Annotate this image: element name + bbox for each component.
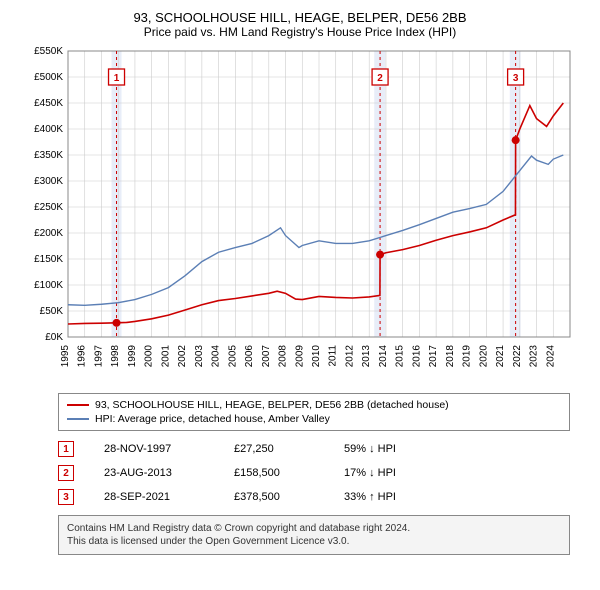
chart-area: £0K £50K £100K £150K £200K £250K £300K £350K £40…: [20, 45, 580, 385]
marker-price: £378,500: [234, 491, 314, 503]
marker-delta: 33% ↑ HPI: [344, 491, 444, 503]
legend-item: 93, SCHOOLHOUSE HILL, HEAGE, BELPER, DE5…: [67, 398, 561, 412]
svg-text:2020: 2020: [478, 345, 489, 368]
marker-date: 28-SEP-2021: [104, 491, 204, 503]
svg-text:2007: 2007: [261, 345, 272, 368]
svg-text:2004: 2004: [211, 345, 222, 368]
svg-text:2012: 2012: [344, 345, 355, 368]
svg-text:1: 1: [114, 73, 120, 84]
svg-text:£350K: £350K: [34, 150, 63, 161]
svg-text:2009: 2009: [294, 345, 305, 368]
svg-text:£550K: £550K: [34, 46, 63, 57]
attribution-line1: Contains HM Land Registry data © Crown c…: [67, 522, 561, 535]
svg-text:2018: 2018: [445, 345, 456, 368]
svg-text:£150K: £150K: [34, 254, 63, 265]
svg-text:2017: 2017: [428, 345, 439, 368]
attribution: Contains HM Land Registry data © Crown c…: [58, 515, 570, 555]
svg-text:2006: 2006: [244, 345, 255, 368]
svg-text:2015: 2015: [395, 345, 406, 368]
svg-text:£300K: £300K: [34, 176, 63, 187]
chart-subtitle: Price paid vs. HM Land Registry's House …: [10, 25, 590, 39]
marker-delta: 17% ↓ HPI: [344, 467, 444, 479]
marker-badge: 2: [58, 465, 74, 481]
svg-text:£500K: £500K: [34, 72, 63, 83]
legend-item: HPI: Average price, detached house, Ambe…: [67, 412, 561, 426]
svg-text:2022: 2022: [512, 345, 523, 368]
marker-price: £158,500: [234, 467, 314, 479]
svg-text:2021: 2021: [495, 345, 506, 368]
svg-text:1996: 1996: [77, 345, 88, 368]
legend-label: 93, SCHOOLHOUSE HILL, HEAGE, BELPER, DE5…: [95, 399, 449, 411]
marker-badge: 3: [58, 489, 74, 505]
marker-row: 1 28-NOV-1997 £27,250 59% ↓ HPI: [58, 437, 570, 461]
legend-swatch: [67, 404, 89, 406]
svg-text:2014: 2014: [378, 345, 389, 368]
svg-text:2019: 2019: [462, 345, 473, 368]
svg-text:1999: 1999: [127, 345, 138, 368]
svg-text:2013: 2013: [361, 345, 372, 368]
marker-row: 2 23-AUG-2013 £158,500 17% ↓ HPI: [58, 461, 570, 485]
marker-delta: 59% ↓ HPI: [344, 443, 444, 455]
svg-text:2001: 2001: [160, 345, 171, 368]
marker-row: 3 28-SEP-2021 £378,500 33% ↑ HPI: [58, 485, 570, 509]
svg-text:2008: 2008: [278, 345, 289, 368]
svg-text:£250K: £250K: [34, 202, 63, 213]
svg-text:2000: 2000: [144, 345, 155, 368]
chart-svg: £0K £50K £100K £150K £200K £250K £300K £350K £40…: [20, 45, 580, 385]
svg-text:2011: 2011: [328, 345, 339, 367]
svg-text:£200K: £200K: [34, 228, 63, 239]
svg-text:£0K: £0K: [45, 332, 63, 343]
attribution-line2: This data is licensed under the Open Gov…: [67, 535, 561, 548]
svg-text:2002: 2002: [177, 345, 188, 368]
svg-text:1998: 1998: [110, 345, 121, 368]
svg-text:£450K: £450K: [34, 98, 63, 109]
svg-text:£400K: £400K: [34, 124, 63, 135]
marker-price: £27,250: [234, 443, 314, 455]
chart-container: 93, SCHOOLHOUSE HILL, HEAGE, BELPER, DE5…: [10, 10, 590, 555]
svg-text:2016: 2016: [411, 345, 422, 368]
chart-title: 93, SCHOOLHOUSE HILL, HEAGE, BELPER, DE5…: [10, 10, 590, 25]
marker-date: 23-AUG-2013: [104, 467, 204, 479]
legend: 93, SCHOOLHOUSE HILL, HEAGE, BELPER, DE5…: [58, 393, 570, 431]
svg-text:£100K: £100K: [34, 280, 63, 291]
svg-text:1997: 1997: [93, 345, 104, 368]
legend-label: HPI: Average price, detached house, Ambe…: [95, 413, 330, 425]
svg-text:2005: 2005: [227, 345, 238, 368]
svg-text:2010: 2010: [311, 345, 322, 368]
marker-date: 28-NOV-1997: [104, 443, 204, 455]
svg-text:2003: 2003: [194, 345, 205, 368]
svg-text:3: 3: [513, 73, 519, 84]
svg-text:£50K: £50K: [40, 306, 64, 317]
svg-text:2: 2: [377, 73, 383, 84]
marker-badge: 1: [58, 441, 74, 457]
sale-markers: 1 28-NOV-1997 £27,250 59% ↓ HPI 2 23-AUG-2013…: [58, 437, 570, 509]
svg-text:1995: 1995: [60, 345, 71, 368]
svg-text:2023: 2023: [529, 345, 540, 368]
legend-swatch: [67, 418, 89, 420]
svg-text:2024: 2024: [545, 345, 556, 368]
